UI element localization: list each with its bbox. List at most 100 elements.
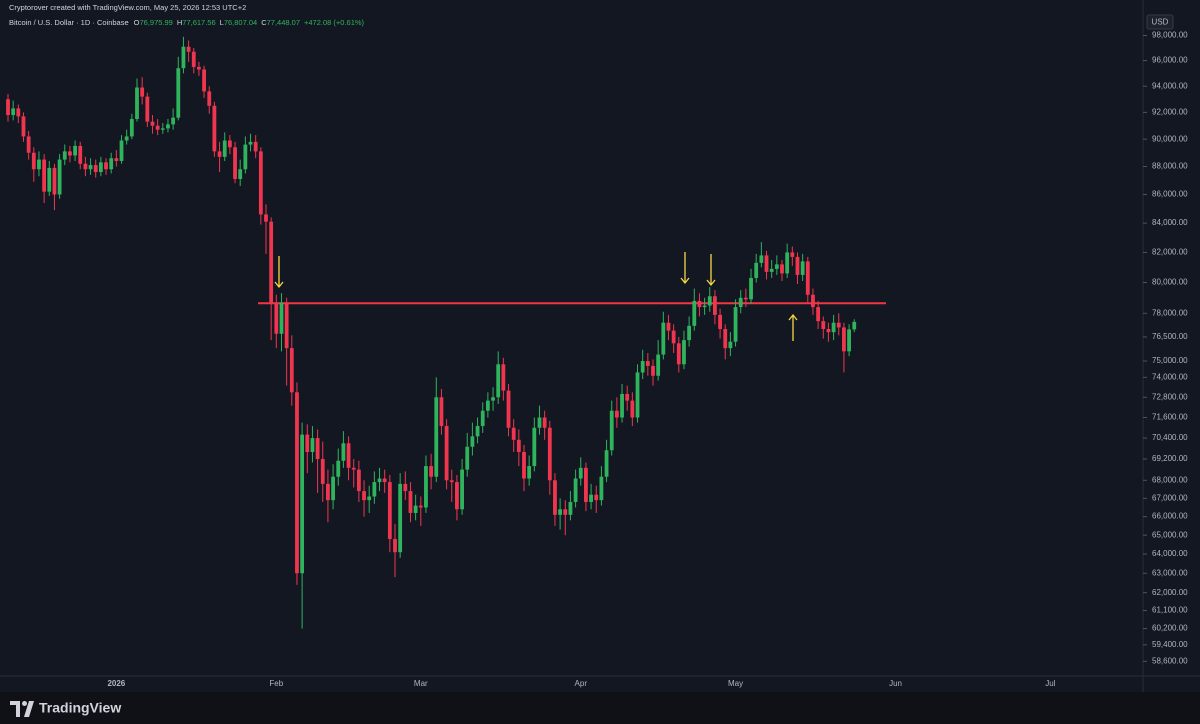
- candle-body: [584, 467, 588, 502]
- y-tick-label: 94,000.00: [1152, 81, 1188, 90]
- candle-body: [573, 478, 578, 502]
- candle-body: [176, 68, 181, 118]
- candle-body: [119, 140, 124, 161]
- candle-body: [150, 121, 155, 126]
- candle-body: [418, 505, 423, 508]
- y-tick-label: 88,000.00: [1152, 162, 1188, 171]
- candle-body: [227, 140, 232, 148]
- x-tick-label: May: [728, 679, 743, 688]
- candle-body: [687, 325, 692, 341]
- candle-body: [800, 261, 805, 275]
- logo-mark: [24, 701, 34, 717]
- candle-body: [429, 466, 434, 477]
- candle-body: [455, 482, 459, 510]
- candle-body: [537, 417, 542, 428]
- candle-body: [129, 119, 134, 137]
- candle-body: [836, 322, 841, 328]
- candle-body: [160, 128, 165, 130]
- attribution: Cryptorover created with TradingView.com…: [9, 3, 246, 12]
- candle-body: [37, 159, 41, 170]
- y-tick-label: 72,800.00: [1152, 392, 1188, 401]
- candle-body: [16, 108, 21, 117]
- candle-body: [491, 397, 495, 401]
- ohlc-key: H: [177, 18, 182, 27]
- candle-body: [527, 466, 532, 479]
- candle-body: [785, 252, 790, 274]
- candle-body: [547, 427, 552, 481]
- candle-body: [42, 159, 47, 192]
- candle-body: [522, 451, 526, 479]
- y-tick-label: 66,000.00: [1152, 512, 1188, 521]
- candle-body: [310, 438, 315, 452]
- candle-body: [166, 124, 170, 129]
- candle-body: [217, 151, 222, 157]
- candle-body: [506, 390, 511, 428]
- candle-body: [202, 69, 206, 92]
- y-tick-label: 61,100.00: [1152, 606, 1188, 615]
- candle-body: [594, 494, 599, 501]
- candle-body: [253, 141, 258, 152]
- ohlc-value: 77,617.56: [182, 18, 215, 27]
- candle-body: [315, 438, 320, 460]
- arrow-down: [274, 256, 284, 289]
- candle-body: [558, 509, 563, 515]
- candle-body: [212, 105, 217, 152]
- candle-body: [68, 151, 72, 156]
- ohlc-key: C: [261, 18, 267, 27]
- candle-body: [532, 427, 537, 467]
- y-tick-label: 62,000.00: [1152, 588, 1188, 597]
- candle-body: [398, 483, 403, 553]
- candle-body: [485, 400, 490, 411]
- candle-body: [57, 159, 62, 195]
- y-tick-label: 71,600.00: [1152, 413, 1188, 422]
- y-tick-label: 82,000.00: [1152, 248, 1188, 257]
- candle-body: [104, 162, 108, 170]
- candle-body: [181, 46, 186, 69]
- y-tick-label: 67,000.00: [1152, 493, 1188, 502]
- candle-body: [6, 99, 10, 116]
- candle-body: [382, 478, 387, 483]
- candle-body: [449, 480, 454, 483]
- candle-body: [403, 483, 408, 492]
- candle-body: [346, 443, 351, 468]
- candle-body: [831, 322, 836, 333]
- candle-body: [728, 341, 733, 349]
- candle-body: [640, 361, 645, 373]
- candle-body: [465, 446, 470, 470]
- candle-body: [222, 140, 227, 157]
- candle-body: [475, 426, 480, 437]
- y-tick-label: 58,600.00: [1152, 656, 1188, 665]
- candle-body: [78, 145, 83, 164]
- candle-body: [847, 329, 851, 352]
- candle-body: [207, 91, 212, 106]
- candle-body: [620, 393, 624, 418]
- y-tick-label: 80,000.00: [1152, 278, 1188, 287]
- candle-body: [480, 410, 485, 427]
- plot-area: [6, 36, 886, 629]
- candle-body: [114, 158, 119, 161]
- candle-body: [439, 397, 444, 427]
- candle-body: [733, 307, 738, 342]
- candle-body: [697, 300, 702, 308]
- currency-label: USD: [1152, 18, 1169, 27]
- candle-body: [656, 354, 661, 376]
- candle-body: [387, 482, 392, 539]
- candle-body: [738, 297, 743, 308]
- y-tick-label: 78,000.00: [1152, 308, 1188, 317]
- candle-body: [811, 294, 815, 308]
- ohlc-value: 76,975.99: [139, 18, 172, 27]
- candle-body: [578, 467, 583, 479]
- candle-body: [351, 467, 356, 470]
- candle-body: [186, 46, 191, 52]
- candle-body: [682, 340, 686, 365]
- candle-body: [604, 450, 609, 477]
- brand-logo: [10, 701, 34, 717]
- y-tick-label: 84,000.00: [1152, 218, 1188, 227]
- candle-body: [692, 300, 697, 326]
- y-tick-label: 59,400.00: [1152, 640, 1188, 649]
- candle-body: [269, 221, 274, 303]
- candle-body: [295, 392, 299, 574]
- candle-body: [460, 469, 464, 510]
- candle-body: [300, 434, 305, 574]
